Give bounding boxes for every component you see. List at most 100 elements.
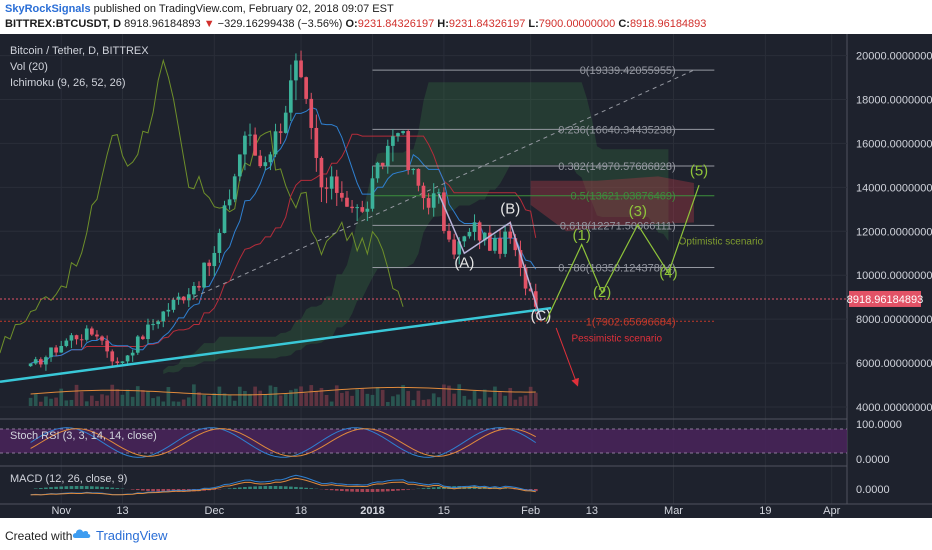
macd-histogram-bar: [146, 489, 150, 491]
candle-body: [186, 294, 191, 301]
volume-bar: [186, 397, 191, 406]
candle-body: [232, 176, 237, 200]
volume-bar: [258, 390, 263, 406]
macd-histogram-bar: [79, 486, 84, 489]
macd-histogram-bar: [273, 486, 278, 489]
macd-histogram-bar: [243, 487, 247, 489]
macd-histogram-bar: [457, 486, 462, 489]
stoch-k-line: [30, 427, 537, 458]
optimistic-wave-label: (2): [593, 284, 611, 301]
macd-histogram-bar: [151, 489, 155, 492]
volume-bar: [324, 394, 329, 406]
macd-histogram-bar: [350, 489, 354, 492]
volume-bar: [498, 392, 502, 406]
x-tick-label: 2018: [360, 505, 384, 517]
macd-histogram-bar: [436, 486, 441, 489]
volume-bar: [135, 386, 140, 406]
candle-body: [370, 178, 375, 209]
volume-bars: [28, 384, 538, 406]
candle-body: [156, 321, 161, 325]
x-tick-label: 13: [586, 505, 598, 517]
tradingview-chart[interactable]: 0(19339.42055955) 0.236(16640.34435238) 0.…: [0, 34, 932, 518]
volume-bar: [360, 388, 365, 406]
volume-bar: [411, 400, 416, 406]
candle-body: [222, 205, 227, 233]
volume-bar: [64, 400, 69, 406]
macd-histogram-bar: [156, 489, 161, 492]
macd-histogram-bar: [253, 486, 257, 489]
volume-bar: [151, 398, 155, 406]
volume-bar: [406, 391, 411, 406]
candle-body: [90, 328, 94, 335]
volume-bar: [115, 389, 120, 406]
volume-bar: [95, 400, 99, 406]
macd-histogram-bar: [396, 489, 400, 491]
volume-bar: [503, 395, 507, 406]
volume-bar: [120, 394, 125, 406]
volume-bar: [385, 401, 390, 406]
candle-body: [436, 192, 441, 194]
volume-bar: [350, 395, 354, 406]
indicator-ichimoku: Ichimoku (9, 26, 52, 26): [10, 77, 126, 89]
volume-bar: [523, 395, 528, 406]
candle-body: [431, 193, 436, 208]
y-tick-label: 18000.00000000: [856, 95, 932, 107]
candle-body: [462, 236, 467, 242]
pessimistic-scenario-label: Pessimistic scenario: [571, 334, 662, 345]
chart-title: Bitcoin / Tether, D, BITTREX: [10, 45, 149, 57]
grid: [0, 34, 847, 504]
candle-body: [49, 347, 53, 358]
x-tick-label: 15: [438, 505, 450, 517]
tradingview-logo-icon: [72, 529, 91, 538]
volume-bar: [431, 393, 436, 406]
volume-bar: [38, 401, 43, 406]
candle-body: [304, 77, 308, 99]
candle-body: [360, 207, 365, 212]
stoch-d-line: [30, 428, 536, 457]
candle-body: [202, 262, 206, 288]
volume-bar: [309, 385, 314, 406]
fib-level-label: 0.618(12271.50066111): [560, 220, 676, 232]
low-value: 7900.00000000: [538, 18, 616, 30]
volume-bar: [472, 391, 477, 406]
candle-body: [64, 340, 69, 346]
created-with-text: Created with: [5, 529, 73, 543]
macd-histogram-bar: [212, 489, 217, 490]
close-value: 8918.96184893: [629, 18, 707, 30]
macd-histogram-bar: [130, 489, 135, 490]
macd-histogram-bar: [237, 487, 242, 489]
author-link[interactable]: SkyRockSignals: [5, 3, 91, 15]
tradingview-brand-link[interactable]: TradingView: [96, 528, 168, 543]
candle-body: [452, 239, 456, 255]
kumo-cloud: [163, 82, 669, 375]
candle-body: [141, 336, 145, 340]
support-trendline: [0, 306, 552, 383]
candle-body: [130, 352, 135, 356]
macd-histogram-bar: [406, 489, 411, 490]
candle-body: [391, 136, 395, 146]
price-axis[interactable]: [847, 34, 932, 518]
candle-body: [319, 157, 324, 188]
candle-body: [54, 347, 58, 353]
candle-body: [263, 162, 268, 167]
macd-histogram-bar: [232, 487, 237, 489]
volume-bar: [44, 396, 48, 406]
ichimoku-cloud: [163, 82, 694, 375]
low-label: L:: [528, 18, 539, 30]
publish-info: published on TradingView.com, February 0…: [93, 3, 394, 15]
time-axis[interactable]: Nov 13 Dec 18 2018 15 Feb 13 Mar 19 Apr: [51, 505, 840, 517]
volume-bar: [100, 394, 104, 406]
macd-histogram-bar: [309, 488, 314, 489]
candle-body: [416, 168, 421, 186]
volume-bar: [54, 397, 58, 406]
x-tick-label: Feb: [521, 505, 540, 517]
macd-histogram-bar: [278, 486, 283, 489]
volume-bar: [273, 386, 278, 406]
candle-body: [146, 324, 150, 340]
y-axis-ticks: 20000.00000000 18000.00000000 16000.000000…: [847, 51, 932, 414]
pessimistic-arrow: [555, 327, 579, 387]
candle-body: [385, 145, 390, 166]
macd-histogram-bar: [248, 486, 252, 489]
optimistic-scenario-path: [545, 184, 700, 322]
candle-body: [533, 291, 538, 307]
